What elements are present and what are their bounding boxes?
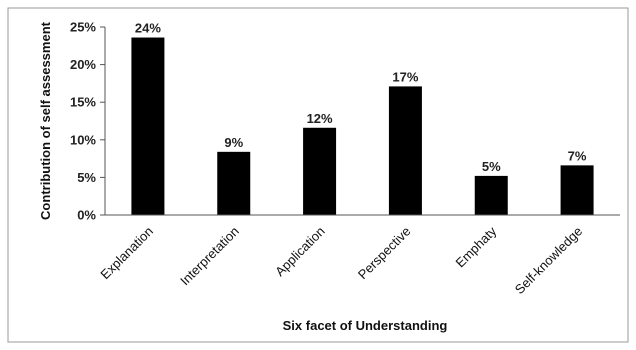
bar <box>131 37 165 215</box>
bar <box>388 86 422 216</box>
data-label: 9% <box>224 135 243 150</box>
bar <box>474 175 508 215</box>
data-label: 24% <box>135 21 161 36</box>
y-tick-label: 0% <box>77 208 96 223</box>
y-tick-label: 20% <box>70 57 96 72</box>
bar <box>217 151 251 215</box>
bars <box>131 37 594 216</box>
y-tick-label: 25% <box>70 20 96 35</box>
y-tick-label: 10% <box>70 132 96 147</box>
y-axis-ticks: 0% 5% 10% 15% 20% 25% <box>70 20 105 223</box>
data-labels: 24% 9% 12% 17% 5% 7% <box>135 21 587 174</box>
data-label: 5% <box>482 159 501 174</box>
y-tick-label: 5% <box>77 170 96 185</box>
bar <box>303 127 337 215</box>
data-label: 7% <box>568 148 587 163</box>
y-tick-label: 15% <box>70 95 96 110</box>
x-axis-title: Six facet of Understanding <box>283 318 448 333</box>
data-label: 12% <box>307 111 333 126</box>
y-axis-title: Contribution of self assessment <box>38 21 53 220</box>
data-label: 17% <box>392 69 418 84</box>
bar <box>560 165 594 215</box>
